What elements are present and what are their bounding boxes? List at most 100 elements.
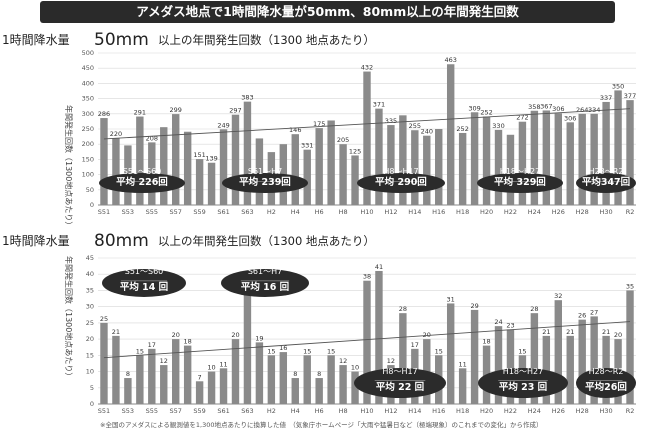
chart-80mm-data-label: 19: [255, 334, 263, 342]
chart-50mm-xtick: H12: [384, 208, 397, 216]
chart-50mm-bar-S51: [100, 118, 108, 205]
chart-80mm-bar-H25: [542, 335, 551, 404]
chart-50mm-xtick: H28: [576, 208, 589, 216]
chart-80mm-bar-H2: [267, 355, 276, 404]
chart-50mm-bar-H26: [554, 113, 562, 205]
chart-50mm-ytick: 100: [82, 171, 94, 179]
chart-50mm-bar-S54: [136, 116, 144, 205]
chart-80mm-ytick: 0: [90, 400, 94, 408]
chart-80mm-bar-H24: [530, 313, 539, 404]
chart-80mm-bar-H7: [327, 355, 335, 404]
chart-50mm-bar-H10: [363, 71, 371, 205]
chart-50mm-title: 1時間降水量 50mm 以上の年間発生回数（1300 地点あたり）: [2, 30, 375, 50]
chart-50mm-ytick: 400: [82, 79, 94, 87]
chart-80mm-data-label: 26: [578, 312, 586, 320]
chart-80mm-data-label: 8: [317, 370, 321, 378]
chart-50mm-ytick: 200: [82, 140, 94, 148]
chart-80mm-data-label: 20: [172, 331, 180, 339]
chart-80mm-title-prefix: 1時間降水量: [2, 234, 70, 248]
chart-50mm-average-badge-shape: [477, 173, 563, 193]
chart-80mm-title-big: 80mm: [94, 231, 149, 251]
chart-80mm-ytick: 10: [86, 368, 94, 376]
chart-50mm-ytick: 250: [82, 125, 94, 133]
chart-50mm-bar-H8: [339, 144, 347, 205]
chart-50mm-bar-H24: [530, 110, 539, 205]
chart-footnote: ※全国のアメダスによる観測値を1,300地点あたりに換算した値 （気象庁ホームペ…: [100, 421, 543, 429]
chart-50mm-bar-S56: [160, 127, 168, 205]
chart-50mm-bar-H22: [506, 134, 515, 205]
chart-80mm-average-badge: H8〜H17 平均 22 回: [354, 367, 446, 398]
chart-50mm-average-badge-shape: [222, 173, 308, 193]
chart-50mm-bar-S52: [112, 138, 120, 205]
chart-80mm-ytick: 5: [90, 384, 94, 392]
chart-50mm-bar-R1: [614, 90, 622, 205]
chart-80mm-bar-H9: [351, 371, 359, 404]
chart-80mm-ytick: 25: [86, 319, 94, 327]
chart-80mm: 1時間降水量 80mm 以上の年間発生回数（1300 地点あたり） 年間発生回数…: [2, 231, 636, 415]
chart-80mm-xtick: H28: [576, 407, 589, 415]
chart-80mm-data-label: 15: [267, 347, 275, 355]
chart-50mm-average-badge-shape: [99, 173, 185, 193]
chart-50mm-bar-H20: [482, 116, 491, 205]
chart-50mm-data-label: 297: [229, 107, 241, 115]
chart-80mm-bar-H6: [315, 378, 323, 404]
chart-80mm-bar-H4: [291, 378, 299, 404]
chart-80mm-bar-H26: [554, 300, 562, 404]
chart-80mm-bar-S63: [243, 280, 252, 404]
chart-80mm-average-badge: S61〜H7 平均 16 回: [221, 267, 309, 297]
chart-80mm-xtick: H22: [504, 407, 517, 415]
chart-50mm-ytick: 150: [82, 155, 94, 163]
chart-80mm-average-badge-shape: [478, 368, 568, 398]
chart-80mm-data-label: 29: [470, 302, 478, 310]
chart-50mm-average-badge-shape: [576, 173, 636, 193]
chart-80mm-average-period: S61〜H7: [248, 267, 282, 276]
chart-50mm-bar-H15: [423, 135, 431, 205]
chart-50mm-xtick: H16: [432, 208, 445, 216]
chart-80mm-bar-H5: [303, 355, 311, 404]
chart-80mm-bar-H17: [446, 303, 455, 404]
chart-80mm-data-label: 15: [518, 347, 526, 355]
chart-80mm-xtick: H18: [456, 407, 469, 415]
chart-50mm-bar-S62: [231, 114, 240, 205]
chart-50mm-xtick: S57: [170, 208, 182, 216]
chart-80mm-data-label: 18: [482, 338, 490, 346]
chart-50mm-data-label: 306: [552, 105, 564, 113]
chart-50mm-data-label: 208: [146, 134, 158, 142]
chart-80mm-xtick: S61: [217, 407, 229, 415]
chart-50mm-data-label: 371: [373, 101, 385, 109]
chart-80mm-bar-H22: [506, 329, 515, 404]
chart-50mm-bar-S57: [172, 114, 180, 205]
chart-80mm-trend-line: [103, 321, 631, 359]
chart-80mm-bar-S60: [207, 371, 216, 404]
chart-80mm-bar-H19: [470, 309, 479, 404]
chart-50mm-data-label: 377: [624, 92, 636, 100]
chart-50mm-average-period: H18〜H27: [500, 167, 540, 176]
chart-50mm-data-label: 249: [217, 121, 229, 129]
chart-80mm-data-label: 18: [184, 338, 192, 346]
chart-80mm-ytick: 20: [86, 335, 94, 343]
chart-50mm-ytick: 0: [90, 201, 94, 209]
chart-50mm-ytick: 500: [82, 49, 94, 57]
chart-80mm-data-label: 16: [279, 344, 287, 352]
chart-50mm-bar-H13: [399, 115, 407, 205]
chart-80mm-average-period: H8〜H17: [382, 367, 417, 376]
chart-50mm-xtick: H20: [480, 208, 493, 216]
chart-80mm-data-label: 21: [566, 328, 574, 336]
chart-80mm-xtick: H4: [291, 407, 300, 415]
chart-50mm-data-label: 291: [134, 109, 146, 117]
chart-80mm-data-label: 25: [100, 315, 108, 323]
chart-80mm-data-label: 15: [303, 347, 311, 355]
chart-80mm-bar-H21: [494, 326, 503, 404]
chart-50mm-average-period: H28〜R2: [589, 167, 624, 176]
chart-50mm-bar-H5: [303, 149, 311, 205]
chart-80mm-ytick: 35: [86, 286, 94, 294]
chart-80mm-data-label: 27: [590, 308, 598, 316]
chart-80mm-average-value: 平均 16 回: [241, 281, 289, 293]
chart-50mm-data-label: 299: [170, 106, 182, 114]
chart-50mm-data-label: 306: [564, 114, 576, 122]
chart-50mm-bar-H21: [494, 129, 503, 205]
chart-50mm-xtick: S53: [122, 208, 134, 216]
chart-50mm-average-value: 平均 290回: [375, 176, 427, 188]
chart-80mm-data-label: 41: [375, 263, 383, 271]
